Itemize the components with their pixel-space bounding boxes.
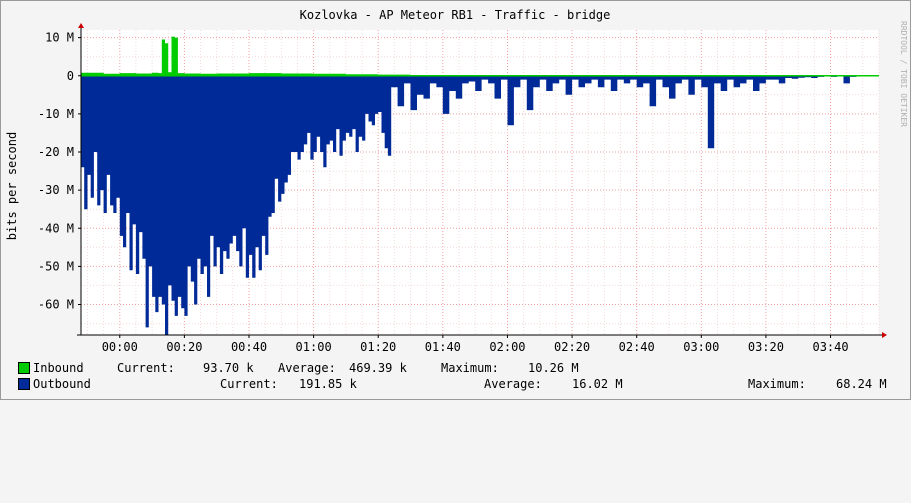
legend-current-value: 93.70 k xyxy=(203,361,254,375)
legend-name: Inbound xyxy=(33,361,84,375)
y-axis-label: bits per second xyxy=(5,132,19,240)
chart-title: Kozlovka - AP Meteor RB1 - Traffic - bri… xyxy=(300,8,611,22)
legend-average-value: 469.39 k xyxy=(349,361,407,375)
legend-current-label: Current: xyxy=(117,361,175,375)
x-tick-labels: 00:00 00:20 00:40 01:00 01:20 01:40 02:00 02:20… xyxy=(102,335,849,354)
legend-average-value: 16.02 M xyxy=(572,377,623,391)
y-tick-label: -10 M xyxy=(38,107,74,121)
x-tick-label: 00:40 xyxy=(231,340,267,354)
x-tick-label: 01:20 xyxy=(360,340,396,354)
x-tick-label: 03:40 xyxy=(812,340,848,354)
legend-average-label: Average: xyxy=(484,377,542,391)
legend-outbound: Outbound Current: 191.85 k Average: 16.0… xyxy=(18,377,898,391)
y-tick-label: -20 M xyxy=(38,145,74,159)
legend-current-label: Current: xyxy=(220,377,278,391)
inbound-swatch xyxy=(18,362,30,374)
x-tick-label: 02:40 xyxy=(619,340,655,354)
outbound-swatch xyxy=(18,378,30,390)
y-tick-label: -30 M xyxy=(38,183,74,197)
traffic-chart: 10 M 0 -10 M -20 M -30 M -40 M -50 M -60 M 00:0… xyxy=(5,8,908,354)
axes xyxy=(77,23,887,338)
x-tick-label: 01:00 xyxy=(296,340,332,354)
x-tick-label: 00:00 xyxy=(102,340,138,354)
y-tick-label: -50 M xyxy=(38,259,74,273)
y-tick-label: -40 M xyxy=(38,221,74,235)
series-area-outbound xyxy=(81,75,870,336)
legend-current-value: 191.85 k xyxy=(299,377,357,391)
legend-maximum-label: Maximum: xyxy=(441,361,499,375)
x-tick-label: 03:00 xyxy=(683,340,719,354)
legend-name: Outbound xyxy=(33,377,91,391)
x-tick-label: 00:20 xyxy=(166,340,202,354)
legend-maximum-value: 10.26 M xyxy=(528,361,579,375)
y-tick-label: 0 xyxy=(67,69,74,83)
y-tick-labels: 10 M 0 -10 M -20 M -30 M -40 M -50 M -60 M xyxy=(38,31,81,312)
legend-inbound: Inbound Current: 93.70 k Average: 469.39… xyxy=(18,361,898,375)
y-tick-label: 10 M xyxy=(45,31,74,45)
x-tick-label: 01:40 xyxy=(425,340,461,354)
y-axis-arrow xyxy=(78,23,84,28)
x-tick-label: 03:20 xyxy=(748,340,784,354)
series-areas xyxy=(81,36,879,336)
x-axis-arrow xyxy=(882,332,887,338)
legend-maximum-value: 68.24 M xyxy=(836,377,887,391)
x-tick-label: 02:00 xyxy=(489,340,525,354)
x-tick-label: 02:20 xyxy=(554,340,590,354)
legend-average-label: Average: xyxy=(278,361,336,375)
legend-maximum-label: Maximum: xyxy=(748,377,806,391)
watermark: RRDTOOL / TOBI OETIKER xyxy=(899,21,908,127)
y-tick-label: -60 M xyxy=(38,298,74,312)
